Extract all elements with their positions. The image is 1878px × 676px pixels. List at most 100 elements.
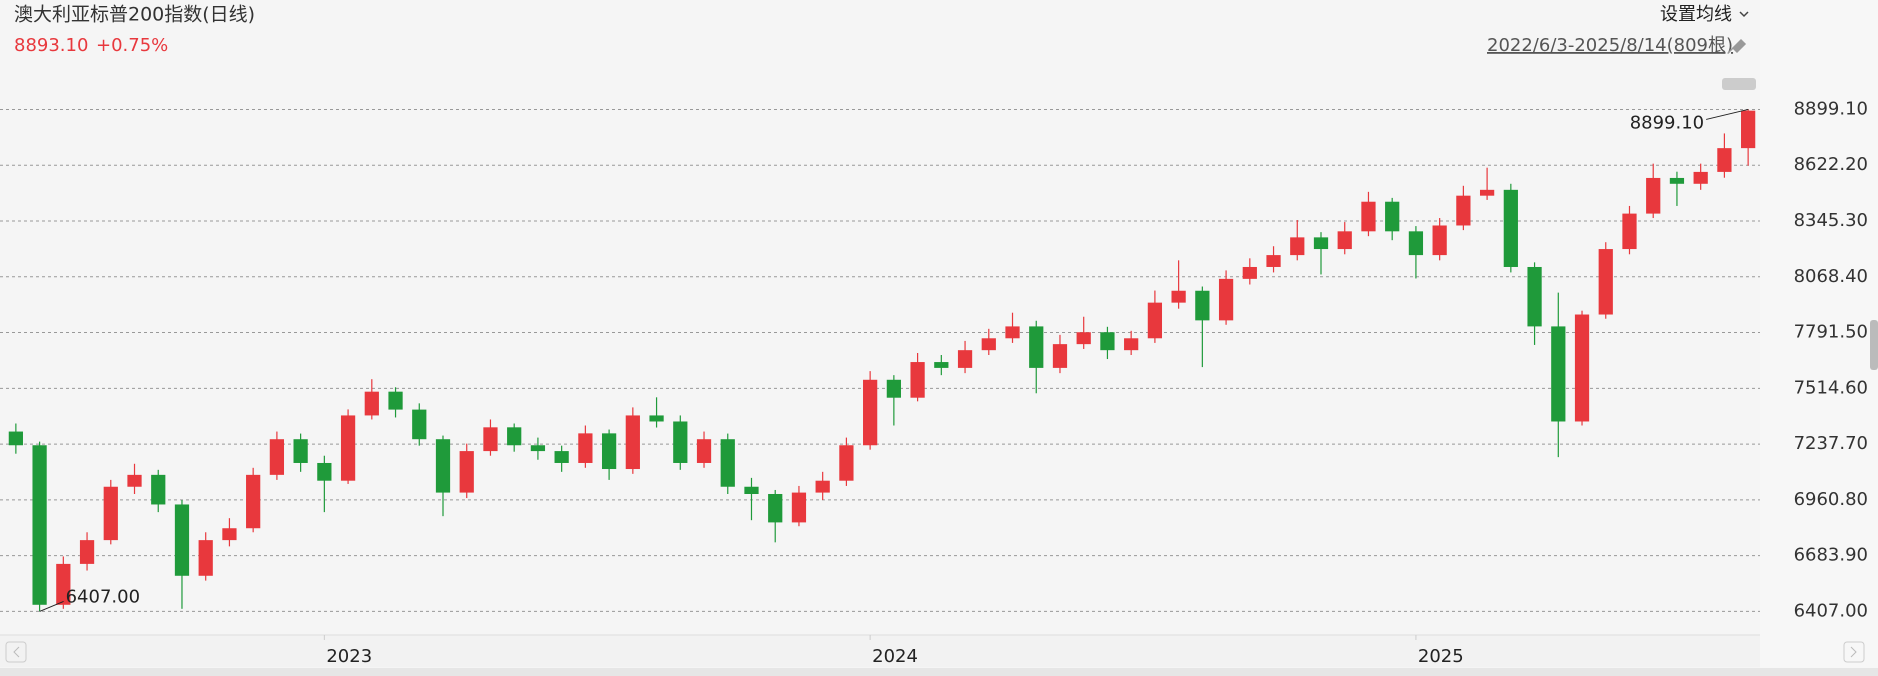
candle-body xyxy=(1646,177,1661,214)
candle-body xyxy=(910,362,925,398)
pin-icon[interactable] xyxy=(1727,38,1747,54)
y-tick-label: 6683.90 xyxy=(1794,545,1868,566)
scroll-left-icon xyxy=(13,646,20,658)
chart-title: 澳大利亚标普200指数(日线) xyxy=(14,4,255,26)
candle-body xyxy=(1693,171,1708,184)
candle-body xyxy=(1124,338,1139,351)
candle-body xyxy=(293,439,308,463)
candle-body xyxy=(554,451,569,463)
side-handle[interactable] xyxy=(1870,320,1878,370)
candle-body xyxy=(317,462,332,481)
candle-body xyxy=(934,362,949,368)
candle-body xyxy=(815,480,830,493)
candle-body xyxy=(1361,201,1376,232)
candle-body xyxy=(601,433,617,470)
y-tick-label: 6407.00 xyxy=(1794,600,1868,621)
x-tick-label: 2024 xyxy=(872,646,918,667)
candle-body xyxy=(744,486,759,494)
scroll-right[interactable] xyxy=(1843,641,1865,663)
candle-body xyxy=(340,415,356,481)
candle-body xyxy=(1741,110,1756,149)
candle-body xyxy=(1574,314,1590,422)
candle-body xyxy=(1242,266,1257,279)
candle-body xyxy=(269,439,285,475)
candle-body xyxy=(839,445,854,481)
candle-body xyxy=(625,415,640,470)
axis-panel xyxy=(1760,0,1878,676)
y-tick-label: 7514.60 xyxy=(1794,377,1868,398)
candle-body xyxy=(1171,290,1186,303)
candle-body xyxy=(1456,195,1471,226)
candle-body xyxy=(578,433,593,463)
candle-body xyxy=(1503,189,1518,267)
candle-body xyxy=(1218,278,1234,321)
candle-body xyxy=(1669,177,1685,184)
candle-body xyxy=(1527,266,1542,327)
annotation: 6407.00 xyxy=(66,586,140,607)
candle-body xyxy=(1266,255,1281,267)
candle-body xyxy=(1598,249,1613,315)
candle-body xyxy=(32,445,47,605)
date-range[interactable]: 2022/6/3-2025/8/14(809根) xyxy=(1487,35,1733,56)
y-tick-label: 8345.30 xyxy=(1794,210,1868,231)
candle-body xyxy=(1479,189,1495,196)
y-tick-label: 8899.10 xyxy=(1794,98,1868,119)
dropdown-icon[interactable] xyxy=(1739,11,1749,18)
collapse-handle[interactable] xyxy=(1722,78,1756,90)
candle-body xyxy=(673,421,688,463)
candle-body xyxy=(1029,326,1044,368)
candle-body xyxy=(1337,231,1352,250)
candle-body xyxy=(103,486,118,541)
candle-body xyxy=(886,379,901,398)
candle-body xyxy=(863,379,878,446)
candle-body xyxy=(1385,201,1400,232)
candle-body xyxy=(388,391,403,410)
candle-body xyxy=(507,427,522,446)
candle-body xyxy=(56,563,71,605)
candle-body xyxy=(791,492,807,523)
candle-body xyxy=(768,493,783,523)
x-axis-band xyxy=(0,635,1760,667)
y-tick-label: 8068.40 xyxy=(1794,266,1868,287)
candle-body xyxy=(1290,237,1305,256)
y-tick-label: 7237.70 xyxy=(1794,433,1868,454)
candle-body xyxy=(412,409,427,440)
candle-body xyxy=(198,540,213,576)
ma-button[interactable]: 设置均线 xyxy=(1660,4,1732,25)
price-change: +0.75% xyxy=(96,35,168,56)
y-tick-label: 7791.50 xyxy=(1794,322,1868,343)
annotation-arrow xyxy=(1706,108,1749,120)
candle-body xyxy=(1717,148,1732,172)
candle-body xyxy=(1100,332,1115,351)
candle-body xyxy=(1408,231,1424,256)
candle-body xyxy=(127,474,142,487)
y-tick-label: 6960.80 xyxy=(1794,489,1868,510)
candle-body xyxy=(957,350,973,368)
scrollbar-track xyxy=(0,668,1878,676)
candle-body xyxy=(483,427,498,452)
candle-body xyxy=(151,474,166,505)
candle-body xyxy=(1005,326,1020,339)
candle-body xyxy=(720,439,735,487)
scroll-left[interactable] xyxy=(5,641,27,663)
candle-body xyxy=(435,439,451,493)
candle-body xyxy=(530,445,546,452)
candle-body xyxy=(174,504,190,576)
candle-body xyxy=(696,439,712,463)
candle-body xyxy=(1432,225,1447,256)
candle-body xyxy=(364,391,379,416)
x-tick-label: 2025 xyxy=(1418,646,1464,667)
scroll-right-icon xyxy=(1850,646,1857,658)
candle-body xyxy=(8,431,23,446)
annotation: 8899.10 xyxy=(1630,112,1704,133)
candle-body xyxy=(1052,344,1068,368)
y-tick-label: 8622.20 xyxy=(1794,154,1868,175)
x-tick-label: 2023 xyxy=(326,646,372,667)
candle-body xyxy=(79,540,95,564)
candle-body xyxy=(981,338,996,351)
candle-body xyxy=(222,528,237,541)
price: 8893.10 xyxy=(14,35,88,56)
